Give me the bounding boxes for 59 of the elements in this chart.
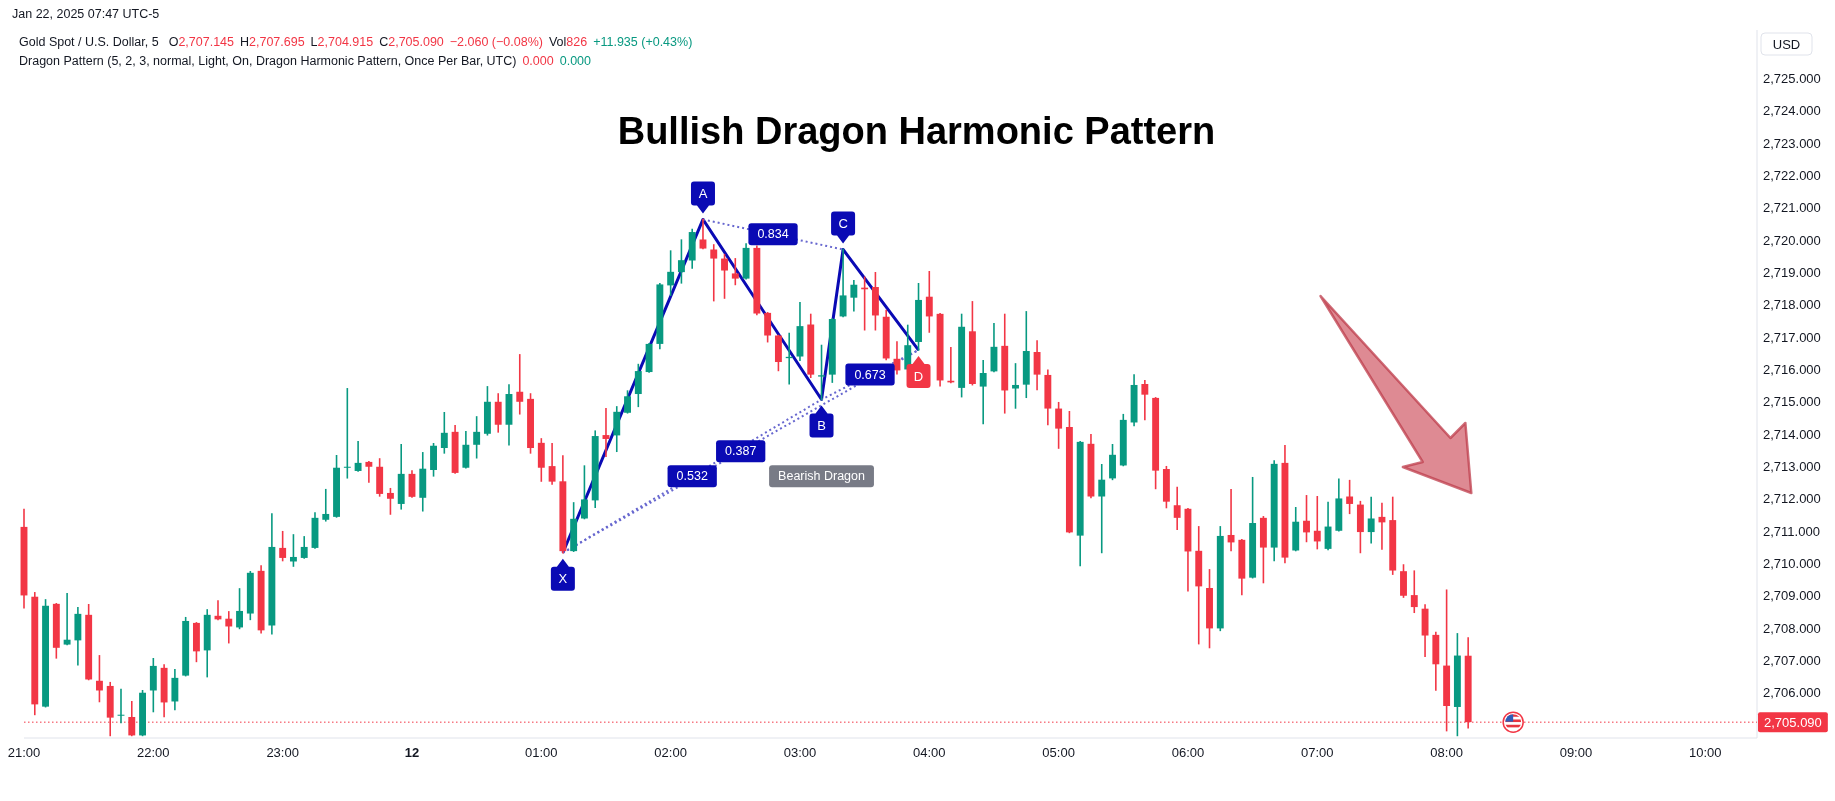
annotation: 0.673 [854, 367, 886, 382]
x-tick-label: 04:00 [913, 744, 946, 760]
x-tick-label: 06:00 [1171, 744, 1205, 760]
text: Bullish Dragon Harmonic Pattern [617, 110, 1216, 152]
ref-line-label: 2,705.090 [1764, 714, 1822, 730]
annotation: −2.060 (−0.08%) [449, 35, 543, 49]
y-tick-label: 2,719.000 [1763, 264, 1821, 280]
annotation: +11.935 (+0.43%) [593, 35, 693, 49]
annotation: O2,707.145 [168, 35, 235, 49]
y-tick-label: 2,724.000 [1763, 103, 1821, 119]
annotation: Bearish Dragon [778, 469, 865, 484]
annotation: D [913, 368, 924, 384]
x-tick-label: 07:00 [1301, 744, 1334, 760]
annotation: C [838, 216, 848, 232]
currency-button: USD [1760, 32, 1813, 56]
annotation: H2,707.695 [239, 35, 305, 49]
x-tick-label: 10:00 [1689, 744, 1722, 760]
y-tick-label: 2,709.000 [1763, 588, 1821, 604]
y-tick-label: 2,713.000 [1763, 458, 1821, 474]
annotation: 0.834 [757, 227, 789, 242]
annotation: C2,705.090 [379, 35, 444, 49]
y-tick-label: 2,721.000 [1763, 200, 1821, 216]
annotation: X [558, 571, 568, 587]
y-tick-label: 2,725.000 [1763, 70, 1821, 86]
y-tick-label: 2,712.000 [1763, 491, 1821, 507]
annotation: 0.000 [522, 54, 554, 68]
y-tick-label: 2,720.000 [1763, 232, 1821, 248]
y-tick-label: 2,717.000 [1763, 329, 1821, 345]
y-tick-label: 2,710.000 [1763, 555, 1821, 571]
y-tick-label: 2,722.000 [1763, 167, 1821, 183]
annotation: L2,704.915 [310, 35, 374, 49]
y-tick-label: 2,707.000 [1763, 652, 1821, 668]
y-tick-label: 2,718.000 [1763, 297, 1821, 313]
annotation: A [698, 185, 708, 201]
y-tick-label: 2,715.000 [1763, 394, 1821, 410]
x-tick-label: 02:00 [654, 744, 687, 760]
y-tick-label: 2,723.000 [1763, 135, 1821, 151]
annotation: B [817, 418, 826, 434]
x-tick-label: 08:00 [1430, 744, 1463, 760]
y-tick-label: 2,716.000 [1763, 361, 1821, 377]
x-tick-label: 23:00 [266, 744, 299, 760]
text: Jan 22, 2025 07:47 UTC-5 [12, 7, 160, 21]
x-tick-label: 09:00 [1559, 744, 1593, 760]
y-tick-label: 2,706.000 [1763, 685, 1821, 701]
annotation: Dragon Pattern (5, 2, 3, normal, Light, On, Dragon Harmonic Pattern, Once Per Bar, UTC) [19, 54, 517, 68]
annotation: 0.532 [676, 469, 708, 484]
x-tick-label: 05:00 [1042, 744, 1075, 760]
x-tick-label: 12 [404, 744, 420, 760]
y-tick-label: 2,714.000 [1763, 426, 1821, 442]
x-tick-label: 01:00 [525, 744, 558, 760]
y-tick-label: 2,708.000 [1763, 620, 1821, 636]
x-tick-label: 22:00 [137, 744, 170, 760]
annotation: 0.387 [725, 444, 757, 459]
annotation: Vol826 [548, 35, 588, 49]
chart-subtitle: Gold Spot / U.S. Dollar, 5 [19, 35, 159, 49]
x-tick-label: 03:00 [783, 744, 817, 760]
x-tick-label: 21:00 [7, 744, 41, 760]
y-tick-label: 2,711.000 [1763, 523, 1820, 539]
annotation: 0.000 [559, 54, 592, 68]
